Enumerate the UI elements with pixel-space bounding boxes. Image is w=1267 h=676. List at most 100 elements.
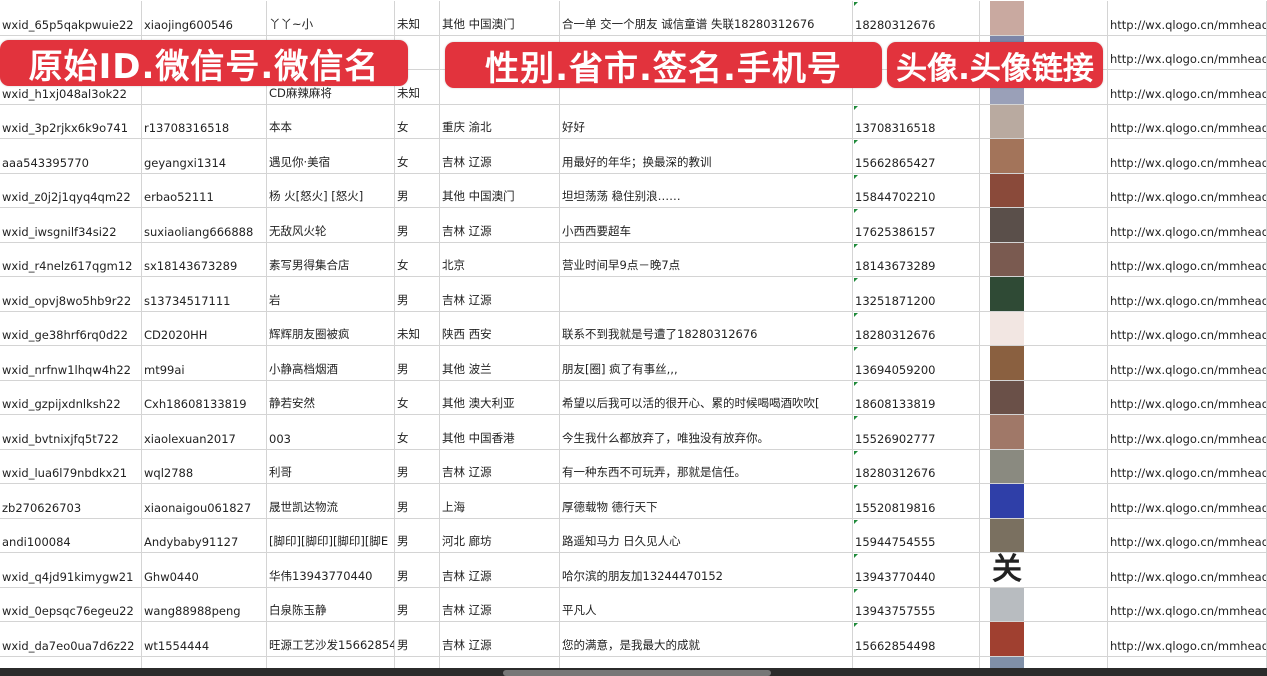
- cell-link[interactable]: http://wx.qlogo.cn/mmhead: [1108, 35, 1267, 69]
- cell-phone[interactable]: [853, 656, 980, 668]
- cell-avatar[interactable]: [980, 587, 1108, 621]
- cell-wechat[interactable]: erbao52111: [142, 173, 267, 207]
- cell-signature[interactable]: 平凡人: [560, 587, 853, 621]
- cell-name[interactable]: [267, 656, 395, 668]
- cell-wechat[interactable]: sx18143673289: [142, 242, 267, 276]
- cell-wechat[interactable]: Cxh18608133819: [142, 380, 267, 414]
- cell-id[interactable]: wxid_z0j2j1qyq4qm22: [0, 173, 142, 207]
- cell-name[interactable]: 旺源工艺沙发15662854: [267, 622, 395, 656]
- cell-name[interactable]: CD麻辣麻将: [267, 70, 395, 104]
- cell-id[interactable]: wxid_lua6l79nbdkx21: [0, 449, 142, 483]
- cell-phone[interactable]: 13943770440: [853, 553, 980, 587]
- cell-phone[interactable]: 15662854498: [853, 622, 980, 656]
- cell-phone[interactable]: 15662865427: [853, 139, 980, 173]
- cell-id[interactable]: wxid_iwsgnilf34si22: [0, 208, 142, 242]
- cell-gender[interactable]: 女: [395, 242, 440, 276]
- cell-gender[interactable]: 未知: [395, 1, 440, 35]
- cell-name[interactable]: 华伟13943770440: [267, 553, 395, 587]
- cell-link[interactable]: http://wx.qlogo.cn/mmhead: [1108, 587, 1267, 621]
- cell-name[interactable]: 遇见你·美宿: [267, 139, 395, 173]
- cell-wechat[interactable]: CD2020HH: [142, 311, 267, 345]
- cell-region[interactable]: 吉林 辽源: [440, 277, 560, 311]
- cell-link[interactable]: http://wx.qlogo.cn/mmhead: [1108, 518, 1267, 552]
- cell-signature[interactable]: 合一单 交一个朋友 诚信童谱 失联18280312676: [560, 1, 853, 35]
- cell-id[interactable]: wxid_bvtnixjfq5t722: [0, 415, 142, 449]
- cell-gender[interactable]: 男: [395, 208, 440, 242]
- cell-region[interactable]: 吉林 辽源: [440, 587, 560, 621]
- cell-link[interactable]: http://wx.qlogo.cn/mmhead: [1108, 484, 1267, 518]
- cell-id[interactable]: wxid_r4nelz617qgm12: [0, 242, 142, 276]
- cell-name[interactable]: 003: [267, 415, 395, 449]
- cell-id[interactable]: wxid_opvj8wo5hb9r22: [0, 277, 142, 311]
- cell-gender[interactable]: 女: [395, 380, 440, 414]
- cell-name[interactable]: 素写男得集合店: [267, 242, 395, 276]
- cell-avatar[interactable]: [980, 1, 1108, 35]
- cell-signature[interactable]: [560, 656, 853, 668]
- cell-gender[interactable]: 男: [395, 587, 440, 621]
- cell-avatar[interactable]: [980, 208, 1108, 242]
- cell-id[interactable]: aaa543395770: [0, 139, 142, 173]
- cell-signature[interactable]: 联系不到我就是号遭了18280312676: [560, 311, 853, 345]
- cell-signature[interactable]: 今生我什么都放弃了，唯独没有放弃你。: [560, 415, 853, 449]
- cell-phone[interactable]: 13708316518: [853, 104, 980, 138]
- cell-wechat[interactable]: Ghw0440: [142, 553, 267, 587]
- cell-avatar[interactable]: [980, 104, 1108, 138]
- cell-region[interactable]: [440, 656, 560, 668]
- cell-name[interactable]: 静若安然: [267, 380, 395, 414]
- cell-region[interactable]: 其他 中国香港: [440, 415, 560, 449]
- cell-link[interactable]: [1108, 656, 1267, 668]
- cell-region[interactable]: 重庆 渝北: [440, 104, 560, 138]
- cell-wechat[interactable]: Andybaby91127: [142, 518, 267, 552]
- cell-region[interactable]: 河北 廊坊: [440, 518, 560, 552]
- cell-avatar[interactable]: [980, 415, 1108, 449]
- cell-signature[interactable]: 营业时间早9点－晚7点: [560, 242, 853, 276]
- cell-name[interactable]: 小静高档烟酒: [267, 346, 395, 380]
- cell-phone[interactable]: 13694059200: [853, 346, 980, 380]
- cell-signature[interactable]: 哈尔滨的朋友加13244470152: [560, 553, 853, 587]
- cell-wechat[interactable]: geyangxi1314: [142, 139, 267, 173]
- cell-id[interactable]: wxid_q4jd91kimygw21: [0, 553, 142, 587]
- cell-gender[interactable]: 男: [395, 484, 440, 518]
- cell-wechat[interactable]: xiaolexuan2017: [142, 415, 267, 449]
- cell-region[interactable]: 其他 澳大利亚: [440, 380, 560, 414]
- cell-phone[interactable]: 15844702210: [853, 173, 980, 207]
- cell-name[interactable]: 白泉陈玉静: [267, 587, 395, 621]
- cell-signature[interactable]: 好好: [560, 104, 853, 138]
- cell-region[interactable]: 其他 波兰: [440, 346, 560, 380]
- cell-link[interactable]: http://wx.qlogo.cn/mmhead: [1108, 208, 1267, 242]
- cell-phone[interactable]: 15526902777: [853, 415, 980, 449]
- cell-wechat[interactable]: [142, 656, 267, 668]
- cell-phone[interactable]: 13943757555: [853, 587, 980, 621]
- cell-signature[interactable]: 路遥知马力 日久见人心: [560, 518, 853, 552]
- cell-link[interactable]: http://wx.qlogo.cn/mmhead: [1108, 553, 1267, 587]
- cell-wechat[interactable]: s13734517111: [142, 277, 267, 311]
- cell-id[interactable]: zb270626703: [0, 484, 142, 518]
- cell-region[interactable]: 其他 中国澳门: [440, 1, 560, 35]
- cell-avatar[interactable]: [980, 242, 1108, 276]
- cell-avatar[interactable]: [980, 518, 1108, 552]
- cell-gender[interactable]: 未知: [395, 311, 440, 345]
- cell-name[interactable]: 无敌风火轮: [267, 208, 395, 242]
- cell-region[interactable]: 上海: [440, 484, 560, 518]
- cell-gender[interactable]: 男: [395, 173, 440, 207]
- cell-avatar[interactable]: [980, 277, 1108, 311]
- cell-id[interactable]: wxid_da7eo0ua7d6z22: [0, 622, 142, 656]
- cell-gender[interactable]: 女: [395, 104, 440, 138]
- cell-link[interactable]: http://wx.qlogo.cn/mmhead: [1108, 1, 1267, 35]
- cell-wechat[interactable]: wang88988peng: [142, 587, 267, 621]
- cell-name[interactable]: 杨 火[怒火] [怒火]: [267, 173, 395, 207]
- cell-avatar[interactable]: [980, 656, 1108, 668]
- cell-name[interactable]: [脚印][脚印][脚印][脚E: [267, 518, 395, 552]
- cell-region[interactable]: 吉林 辽源: [440, 622, 560, 656]
- cell-id[interactable]: [0, 656, 142, 668]
- cell-signature[interactable]: 您的满意，是我最大的成就: [560, 622, 853, 656]
- cell-region[interactable]: 北京: [440, 242, 560, 276]
- cell-phone[interactable]: 17625386157: [853, 208, 980, 242]
- cell-avatar[interactable]: [980, 622, 1108, 656]
- cell-id[interactable]: wxid_ge38hrf6rq0d22: [0, 311, 142, 345]
- cell-avatar[interactable]: [980, 346, 1108, 380]
- cell-link[interactable]: http://wx.qlogo.cn/mmhead: [1108, 346, 1267, 380]
- cell-avatar[interactable]: [980, 139, 1108, 173]
- cell-avatar[interactable]: [980, 173, 1108, 207]
- cell-wechat[interactable]: wql2788: [142, 449, 267, 483]
